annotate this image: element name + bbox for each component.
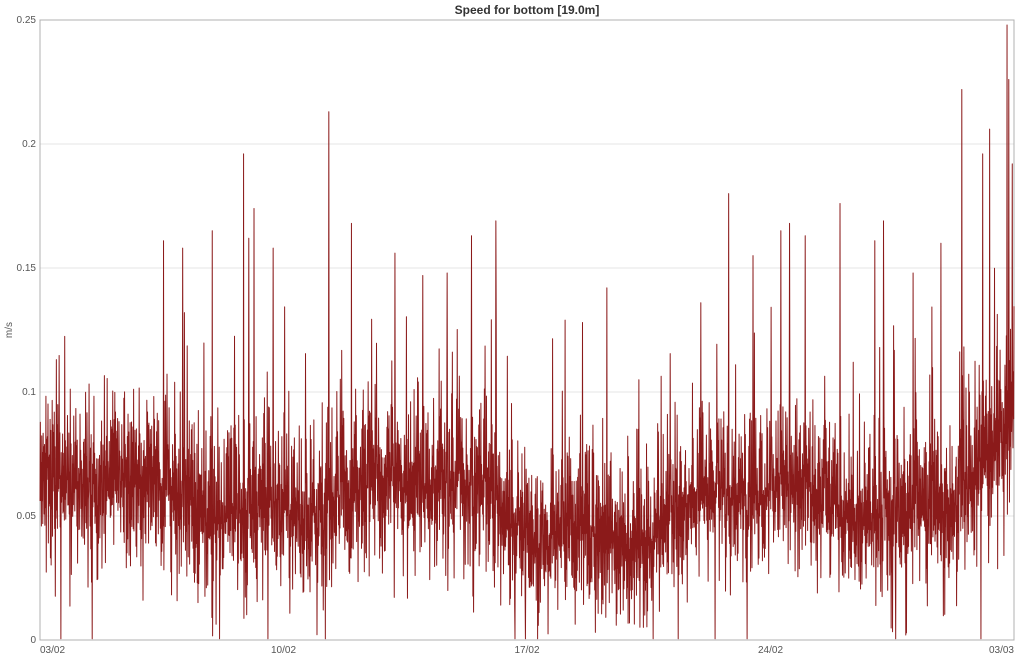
y-tick-label: 0 [30,635,36,646]
speed-chart: Speed for bottom [19.0m] 0 0.05 0.1 0.15 0.2… [0,0,1024,670]
y-tick-label: 0.05 [17,511,37,522]
x-tick-label: 10/02 [271,645,296,656]
chart-svg: Speed for bottom [19.0m] 0 0.05 0.1 0.15 0.2… [0,0,1024,670]
chart-title: Speed for bottom [19.0m] [455,3,600,17]
y-axis-ticks: 0 0.05 0.1 0.15 0.2 0.25 [17,15,37,646]
y-tick-label: 0.25 [17,15,37,26]
x-tick-label: 17/02 [514,645,539,656]
y-axis-label: m/s [4,322,15,338]
x-tick-label: 03/03 [989,645,1014,656]
x-tick-label: 24/02 [758,645,783,656]
x-axis-ticks: 03/02 10/02 17/02 24/02 03/03 [40,645,1014,656]
speed-series [40,25,1014,639]
y-tick-label: 0.1 [22,387,36,398]
y-tick-label: 0.15 [17,263,37,274]
y-tick-label: 0.2 [22,139,36,150]
x-tick-label: 03/02 [40,645,65,656]
